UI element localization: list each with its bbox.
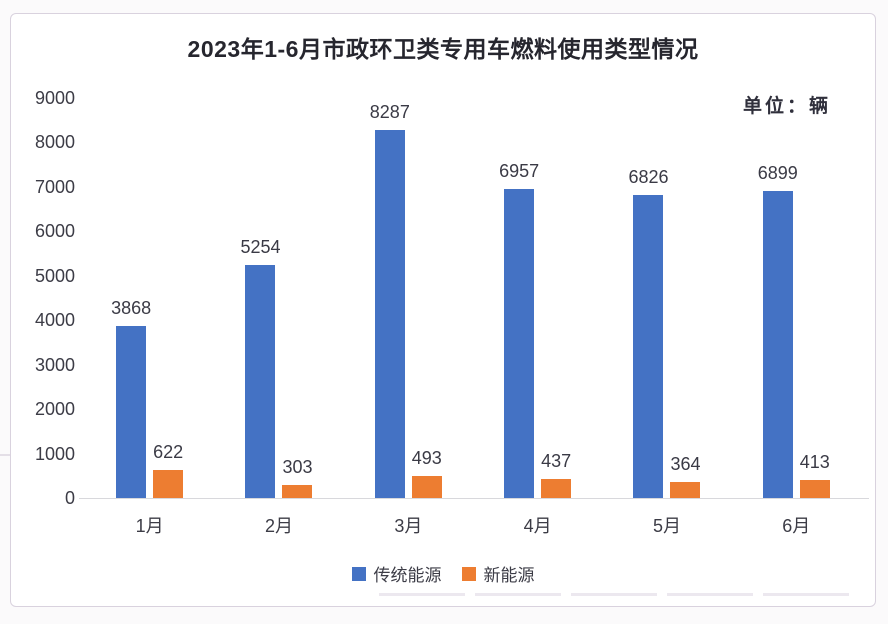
bar-value-label: 413 (799, 451, 830, 472)
bar-group: 6957 437 (473, 98, 602, 498)
x-tick-label: 4月 (523, 516, 552, 536)
chart-title: 2023年1-6月市政环卫类专用车燃料使用类型情况 (187, 36, 699, 62)
y-tick-label: 2000 (34, 399, 75, 420)
bar-value-label: 493 (411, 448, 442, 469)
y-tick-label: 8000 (34, 132, 75, 153)
plot-area: 3868 622 5254 303 8287 493 6957 437 6826 364 6899 4… (85, 98, 861, 498)
legend-label: 新能源 (483, 566, 535, 585)
bar-传统能源: 6957 (499, 161, 539, 498)
bar-group: 6826 364 (602, 98, 731, 498)
bar-传统能源: 6899 (758, 163, 798, 498)
legend-label: 传统能源 (373, 566, 442, 585)
legend-item-新能源: 新能源 (461, 561, 535, 586)
bar-value-label: 437 (541, 450, 572, 471)
bar-传统能源: 8287 (370, 102, 410, 498)
bar-新能源: 364 (670, 454, 700, 498)
bar-传统能源: 3868 (111, 298, 151, 498)
bar-value-label: 6957 (499, 160, 540, 181)
legend-item-传统能源: 传统能源 (351, 561, 442, 586)
legend-swatch-icon (461, 566, 476, 581)
bar-value-label: 303 (282, 456, 313, 477)
bar-新能源: 493 (412, 448, 442, 498)
bar-新能源: 622 (153, 442, 183, 498)
x-axis-labels: 1月 2月 3月 4月 5月 6月 (85, 512, 861, 538)
x-tick-label: 6月 (782, 516, 811, 536)
bar-group: 6899 413 (732, 98, 861, 498)
bar-新能源: 437 (541, 451, 571, 498)
legend-swatch-icon (351, 566, 366, 581)
x-tick-label: 3月 (394, 516, 423, 536)
y-tick-label: 4000 (34, 310, 75, 331)
watermark-artifact (379, 591, 849, 597)
y-tick-label: 3000 (34, 354, 75, 375)
bar-新能源: 303 (282, 457, 313, 498)
chart-card: 2023年1-6月市政环卫类专用车燃料使用类型情况 单位：辆 9000 8000 7… (10, 13, 876, 607)
x-axis-line (79, 498, 869, 499)
bar-group: 3868 622 (85, 98, 214, 498)
bar-value-label: 622 (153, 442, 184, 463)
bar-新能源: 413 (800, 452, 830, 498)
bar-value-label: 8287 (369, 101, 410, 122)
bar-传统能源: 5254 (240, 237, 281, 498)
x-tick-label: 2月 (264, 516, 293, 536)
x-tick-label: 1月 (135, 516, 164, 536)
y-axis: 9000 8000 7000 6000 5000 4000 3000 2000 1000 0 (17, 87, 75, 509)
left-edge-artifact (0, 454, 11, 456)
bar-group: 5254 303 (214, 98, 343, 498)
y-tick-label: 9000 (34, 88, 75, 108)
bar-value-label: 6899 (757, 163, 798, 184)
unit-label: 单位：辆 (742, 96, 831, 117)
x-tick-label: 5月 (652, 516, 681, 536)
y-tick-label: 6000 (34, 221, 75, 242)
bar-group: 8287 493 (344, 98, 473, 498)
y-tick-label: 7000 (34, 176, 75, 197)
bar-value-label: 3868 (111, 298, 152, 319)
y-tick-label: 1000 (34, 443, 75, 464)
bar-value-label: 6826 (628, 166, 669, 187)
legend: 传统能源 新能源 (11, 561, 875, 586)
y-tick-label: 5000 (34, 265, 75, 286)
y-tick-label: 0 (64, 487, 75, 508)
bar-value-label: 5254 (240, 236, 281, 257)
bar-value-label: 364 (670, 453, 701, 474)
bar-传统能源: 6826 (628, 167, 668, 498)
